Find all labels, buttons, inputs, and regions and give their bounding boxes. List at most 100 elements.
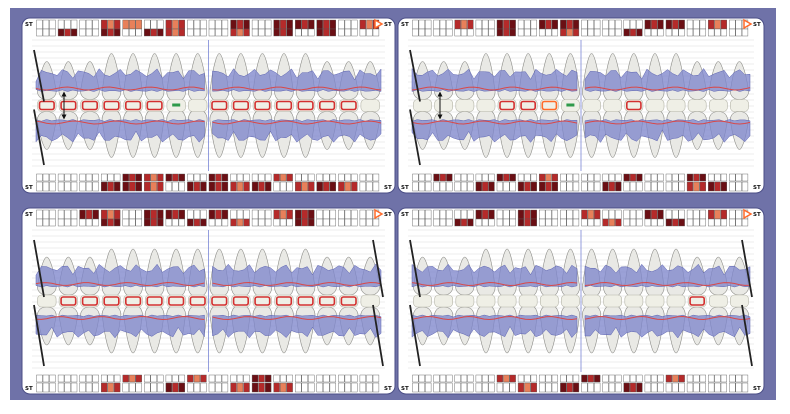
triangle-right-icon[interactable] xyxy=(374,208,384,220)
site-label-top-right: ST xyxy=(384,22,392,28)
bottom-upper-row-cell xyxy=(482,173,489,182)
top-lower-row-cell xyxy=(644,218,651,227)
top-lower-row-cell xyxy=(92,218,99,227)
top-lower-row-cell xyxy=(280,28,287,37)
top-lower-row-cell xyxy=(200,218,207,227)
top-lower-row-cell xyxy=(729,28,736,37)
occlusal-occlusal-surface xyxy=(582,99,601,112)
bottom-upper-row-cell xyxy=(460,374,468,383)
bottom-upper-row-cell xyxy=(503,173,510,182)
top-lower-row-cell xyxy=(418,28,425,37)
bottom-upper-row-cell xyxy=(193,173,201,182)
bottom-row-cell xyxy=(657,181,664,192)
bottom-upper-row-cell xyxy=(509,173,516,182)
top-row-cell xyxy=(329,19,336,30)
bottom-upper-row-cell xyxy=(412,374,419,383)
bottom-upper-row-cell xyxy=(172,173,179,182)
top-row-cell xyxy=(316,19,323,30)
top-row-cell xyxy=(720,19,728,30)
top-lower-row-cell xyxy=(243,28,250,37)
occlusal-occlusal-surface xyxy=(231,294,251,308)
bottom-upper-row-cell xyxy=(36,374,43,383)
bottom-row-cell xyxy=(488,181,495,192)
site-label-bottom: ST xyxy=(401,386,409,392)
bottom-row-cell xyxy=(425,181,432,192)
bottom-upper-row-cell xyxy=(79,374,86,383)
triangle-right-icon[interactable] xyxy=(374,18,384,30)
bottom-upper-row-cell xyxy=(615,173,622,182)
bottom-row-cell xyxy=(566,382,573,393)
top-lower-row-cell xyxy=(566,218,573,227)
bottom-upper-row-cell xyxy=(280,173,287,182)
bottom-row-cell xyxy=(644,181,651,192)
top-lower-row-cell xyxy=(107,28,114,37)
bottom-upper-row-cell xyxy=(85,173,93,182)
top-row-cell xyxy=(230,19,237,30)
probe-ruler-lower-left xyxy=(33,109,45,166)
top-lower-row-cell xyxy=(187,218,194,227)
bottom-row-cell xyxy=(36,382,43,393)
triangle-right-icon[interactable] xyxy=(743,18,753,30)
bottom-upper-row-cell xyxy=(524,173,531,182)
bottom-row-cell xyxy=(530,382,537,393)
bottom-upper-row-cell xyxy=(113,374,121,383)
bottom-row-cell xyxy=(720,382,728,393)
top-lower-row-cell xyxy=(208,28,216,37)
top-row-cell xyxy=(200,209,207,220)
panel-lower-right: ST ST ST ST xyxy=(397,207,765,395)
top-lower-row-cell xyxy=(172,28,179,37)
bottom-row-cell xyxy=(165,382,172,393)
bottom-row-cell xyxy=(629,181,637,192)
top-lower-row-cell xyxy=(200,28,207,37)
bottom-upper-row-cell xyxy=(323,173,330,182)
occlusal-occlusal-surface xyxy=(518,99,538,112)
top-row-cell xyxy=(446,209,453,220)
top-row-cell xyxy=(488,19,495,30)
bottom-upper-row-cell xyxy=(316,173,323,182)
top-row-cell xyxy=(251,209,259,220)
top-lower-row-cell xyxy=(295,218,302,227)
bottom-row-cell xyxy=(651,382,658,393)
bottom-row-cell xyxy=(251,181,259,192)
upper-right-gingival-margin-line xyxy=(212,281,382,287)
bottom-row-cell xyxy=(708,181,715,192)
bottom-row-cell xyxy=(42,382,50,393)
top-row-cell xyxy=(615,19,622,30)
top-row-cell xyxy=(49,209,56,220)
bottom-row-cell xyxy=(172,382,179,393)
top-lower-row-cell xyxy=(351,218,358,227)
bottom-upper-row-cell xyxy=(530,173,537,182)
bottom-row-cell xyxy=(64,181,71,192)
bottom-upper-row-cell xyxy=(64,374,71,383)
occlusal-occlusal-surface xyxy=(624,294,644,308)
bottom-upper-row-cell xyxy=(42,173,50,182)
bottom-row-cell xyxy=(425,382,432,393)
site-label-bottom: ST xyxy=(25,185,33,191)
top-lower-row-cell xyxy=(418,218,425,227)
top-lower-row-cell xyxy=(594,28,601,37)
top-lower-row-cell xyxy=(100,28,108,37)
bottom-row-cell xyxy=(714,181,721,192)
top-lower-row-cell xyxy=(425,218,432,227)
top-lower-row-cell xyxy=(699,218,706,227)
top-lower-row-cell xyxy=(623,28,630,37)
bottom-upper-row-cell xyxy=(594,173,601,182)
top-lower-row-cell xyxy=(741,218,749,227)
occlusal-occlusal-surface xyxy=(730,99,749,112)
bottom-row-cell xyxy=(85,382,93,393)
bottom-upper-row-cell xyxy=(488,173,495,182)
top-row-cell xyxy=(129,19,136,30)
top-lower-row-cell xyxy=(545,218,552,227)
bottom-upper-row-cell xyxy=(657,173,664,182)
triangle-right-icon[interactable] xyxy=(743,208,753,220)
bottom-upper-row-cell xyxy=(359,374,366,383)
bottom-upper-row-cell xyxy=(230,173,237,182)
top-row-cell xyxy=(699,19,706,30)
bottom-row-cell xyxy=(200,382,207,393)
top-row-cell xyxy=(70,19,78,30)
bottom-upper-row-cell xyxy=(735,173,742,182)
top-lower-row-cell xyxy=(113,218,121,227)
bottom-upper-row-cell xyxy=(608,173,616,182)
bottom-row-cell xyxy=(208,382,216,393)
top-row-cell xyxy=(545,209,552,220)
